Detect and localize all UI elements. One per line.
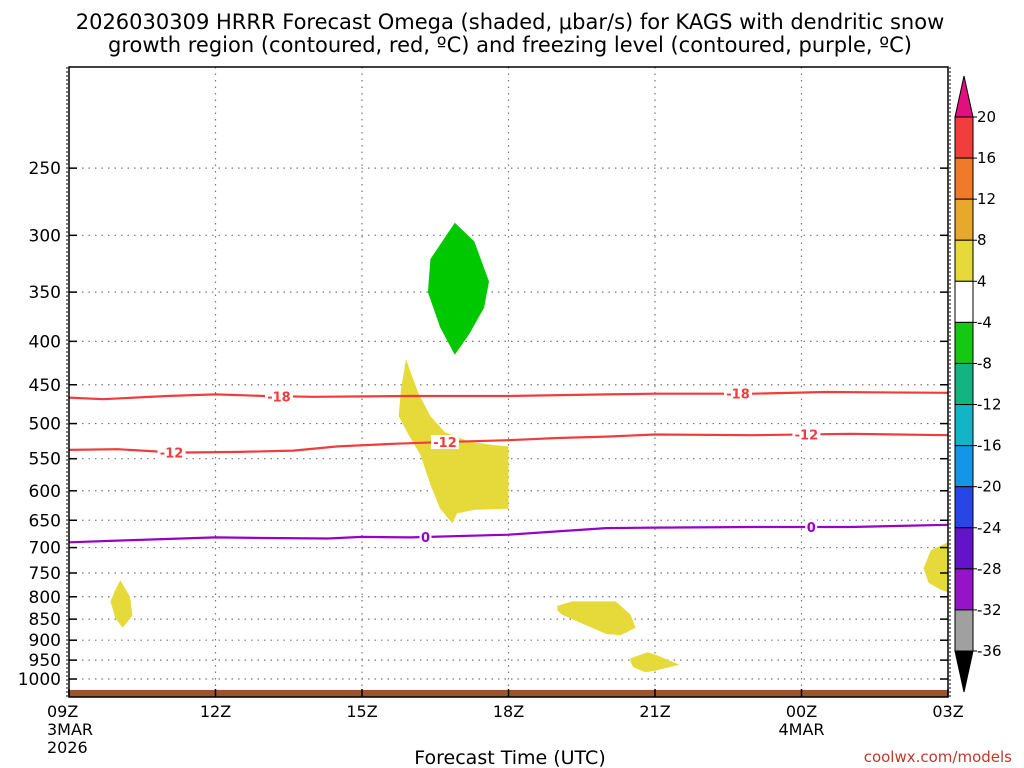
x-tick-label-18Z: 18Z [493,702,524,721]
y-tick-label-700: 700 [29,539,61,559]
contour-label-1-1: -12 [433,436,457,451]
y-tick-label-900: 900 [29,631,61,651]
colorbar: 20 16 12 8 4 -4 -8 -12 -16 -20 -24 -28 -32 -36 [954,75,1002,693]
colorbar-box-1 [954,157,974,200]
colorbar-box-2 [954,198,974,241]
contour-label-bg-2-1 [805,520,818,535]
contour-line-2 [68,523,949,544]
y-tick-label-1000: 1000 [18,670,61,690]
y-tick-label-300: 300 [29,226,61,246]
colorbar-label-3: 8 [977,231,987,249]
y-tick-label-650: 650 [29,511,61,531]
contour-label-bg-1-1 [431,434,460,449]
colorbar-box-9 [954,486,974,529]
colorbar-box-11 [954,568,974,611]
x-tick-date-09Z: 3MAR [47,720,93,739]
omega-region-5 [923,542,948,593]
colorbar-label-5: -4 [977,313,992,331]
chart-title-line2: growth region (contoured, red, ºC) and f… [108,33,912,57]
y-tick-label-250: 250 [29,159,61,179]
omega-region-3 [557,601,636,636]
x-tick-label-21Z: 21Z [639,702,670,721]
colorbar-label-6: -8 [977,354,992,372]
colorbar-box-5 [954,321,974,364]
x-tick-label-03Z: 03Z [932,702,963,721]
contour-label-bg-2-0 [419,530,432,545]
y-tick-label-850: 850 [29,610,61,630]
contour-label-0-1: -18 [726,388,750,403]
y-tick-label-750: 750 [29,564,61,584]
credit-text: coolwx.com/models [864,748,1012,766]
x-tick-date-00Z: 4MAR [778,720,824,739]
colorbar-box-4 [954,280,974,323]
y-tick-label-550: 550 [29,450,61,470]
x-tick-label-00Z: 00Z [786,702,817,721]
colorbar-box-3 [954,239,974,282]
colorbar-label-2: 12 [977,190,996,208]
colorbar-label-8: -16 [977,437,1002,455]
y-tick-label-500: 500 [29,415,61,435]
contour-line-0 [68,390,949,401]
axes: 2503003504004505005506006507007508008509… [18,66,964,757]
colorbar-box-0 [954,116,974,159]
contour-label-2-0: 0 [421,531,430,546]
colorbar-label-0: 20 [977,108,996,126]
colorbar-box-10 [954,527,974,570]
contour-label-bg-0-1 [724,386,753,401]
omega-region-0 [427,222,489,355]
colorbar-box-7 [954,404,974,447]
omega-region-4 [630,652,680,673]
y-tick-label-800: 800 [29,588,61,608]
colorbar-label-10: -24 [977,519,1002,537]
contour-label-0-0: -18 [267,390,291,405]
contour-label-bg-1-0 [157,445,186,460]
chart-title-line1: 2026030309 HRRR Forecast Omega (shaded, … [76,10,945,34]
contour-label-1-0: -12 [160,446,184,461]
y-tick-label-600: 600 [29,482,61,502]
x-axis-label: Forecast Time (UTC) [414,747,605,768]
plot-background [69,67,948,697]
contour-label-bg-1-2 [792,427,821,442]
colorbar-box-12 [954,609,974,652]
omega-region-2 [110,580,133,628]
contour-label-1-2: -12 [795,428,819,443]
colorbar-label-1: 16 [977,149,996,167]
contour-label-bg-0-0 [264,389,293,404]
colorbar-box-8 [954,445,974,488]
x-tick-label-15Z: 15Z [346,702,377,721]
x-tick-year-09Z: 2026 [47,738,88,757]
colorbar-top-triangle [954,75,974,118]
colorbar-box-6 [954,362,974,406]
colorbar-label-7: -12 [977,396,1002,414]
y-tick-label-950: 950 [29,651,61,671]
colorbar-label-12: -32 [977,601,1002,619]
y-tick-label-350: 350 [29,283,61,303]
colorbar-label-13: -36 [977,642,1002,660]
contour-label-2-1: 0 [807,521,816,536]
colorbar-label-11: -28 [977,560,1002,578]
colorbar-bottom-triangle [954,650,974,693]
temperature-contours: -18 -18 -12 -12 -12 0 0 [68,386,949,546]
y-tick-label-400: 400 [29,332,61,352]
x-tick-label-09Z: 09Z [47,702,78,721]
x-tick-label-12Z: 12Z [200,702,231,721]
colorbar-label-9: -20 [977,478,1002,496]
y-tick-label-450: 450 [29,376,61,396]
grid-lines [69,67,948,697]
colorbar-label-4: 4 [977,272,987,290]
plot-area [69,67,948,697]
